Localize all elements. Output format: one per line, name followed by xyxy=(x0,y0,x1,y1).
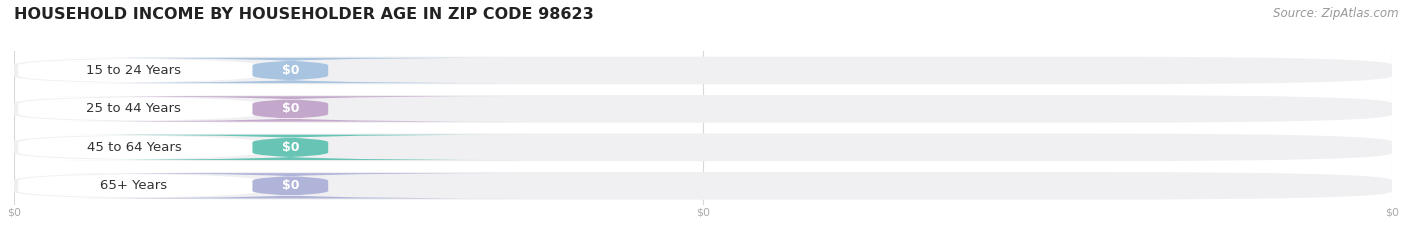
Text: Source: ZipAtlas.com: Source: ZipAtlas.com xyxy=(1274,7,1399,20)
Text: $0: $0 xyxy=(281,103,299,115)
FancyBboxPatch shape xyxy=(14,95,1392,123)
FancyBboxPatch shape xyxy=(55,58,526,83)
FancyBboxPatch shape xyxy=(55,173,526,199)
Text: $0: $0 xyxy=(281,179,299,192)
Text: 65+ Years: 65+ Years xyxy=(100,179,167,192)
FancyBboxPatch shape xyxy=(14,134,1392,161)
Text: 25 to 44 Years: 25 to 44 Years xyxy=(87,103,181,115)
FancyBboxPatch shape xyxy=(0,96,291,122)
FancyBboxPatch shape xyxy=(14,172,1392,200)
FancyBboxPatch shape xyxy=(0,135,291,160)
Text: 45 to 64 Years: 45 to 64 Years xyxy=(87,141,181,154)
FancyBboxPatch shape xyxy=(55,96,526,122)
Text: 15 to 24 Years: 15 to 24 Years xyxy=(86,64,181,77)
Text: $0: $0 xyxy=(281,141,299,154)
FancyBboxPatch shape xyxy=(14,57,1392,84)
FancyBboxPatch shape xyxy=(55,135,526,160)
FancyBboxPatch shape xyxy=(0,58,291,83)
Text: HOUSEHOLD INCOME BY HOUSEHOLDER AGE IN ZIP CODE 98623: HOUSEHOLD INCOME BY HOUSEHOLDER AGE IN Z… xyxy=(14,7,593,22)
FancyBboxPatch shape xyxy=(0,173,291,199)
Text: $0: $0 xyxy=(281,64,299,77)
